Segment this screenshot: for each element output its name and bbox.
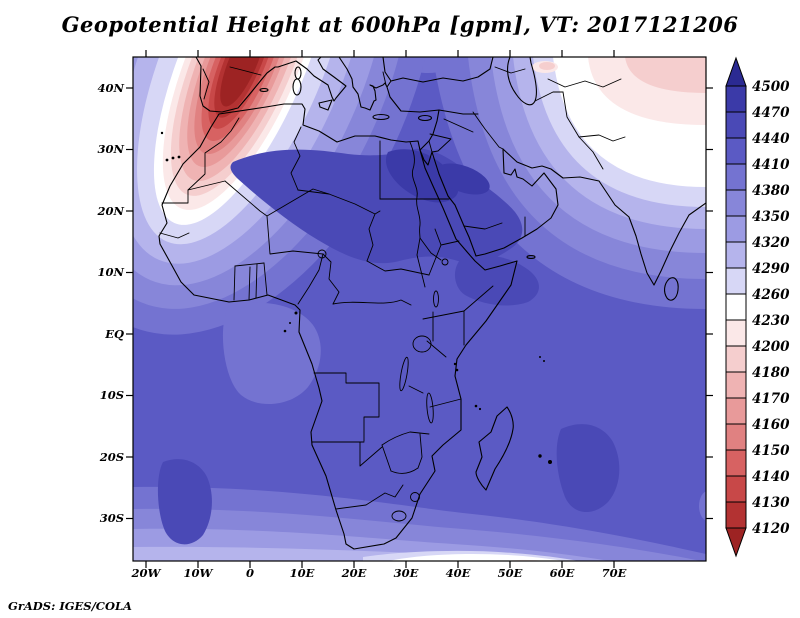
- colorbar-label: 4170: [752, 391, 790, 407]
- lat-label-30n: 30N: [97, 142, 124, 156]
- lat-label-eq: EQ: [105, 327, 124, 341]
- colorbar-label: 4160: [752, 417, 790, 433]
- lon-label-10w: 10W: [183, 566, 213, 580]
- colorbar-under-triangle: [725, 527, 747, 558]
- colorbar-over-triangle: [725, 56, 747, 87]
- colorbar-label: 4120: [752, 521, 790, 537]
- colorbar: 4500 4470 4440 4410 4380 4350 4320 4290 …: [725, 56, 790, 558]
- lat-label-10s: 10S: [99, 388, 124, 402]
- colorbar-label: 4320: [752, 235, 790, 251]
- plot-frame: [132, 56, 707, 562]
- colorbar-label: 4290: [752, 261, 790, 277]
- colorbar-label: 4130: [752, 495, 790, 511]
- lat-label-10n: 10N: [97, 265, 124, 279]
- colorbar-label: 4470: [752, 105, 790, 121]
- colorbar-label: 4440: [752, 131, 790, 147]
- caspian-sea-coastline: [507, 57, 538, 106]
- colorbar-label: 4180: [752, 365, 790, 381]
- country-borders: [159, 66, 626, 522]
- lon-label-0: 0: [245, 566, 254, 580]
- lon-label-60e: 60E: [549, 566, 575, 580]
- colorbar-label: 4140: [752, 469, 790, 485]
- islands: [160, 66, 552, 464]
- map-plot: [126, 50, 713, 568]
- axis-ticks: [126, 50, 713, 568]
- lat-label-40n: 40N: [97, 81, 124, 95]
- colorbar-label: 4200: [752, 339, 790, 355]
- lon-label-10e: 10E: [289, 566, 315, 580]
- lon-label-20w: 20W: [131, 566, 161, 580]
- lakes-rivers: [317, 141, 449, 424]
- lat-label-30s: 30S: [99, 511, 124, 525]
- lat-label-20n: 20N: [97, 204, 124, 218]
- contour-field: [133, 57, 706, 561]
- madagascar-coastline: [475, 406, 514, 491]
- chart-title: Geopotential Height at 600hPa [gpm], VT:…: [61, 12, 739, 37]
- africa-coastline: [158, 103, 518, 550]
- colorbar-label: 4380: [752, 183, 790, 199]
- colorbar-label: 4150: [752, 443, 790, 459]
- colorbar-label: 4410: [752, 157, 790, 173]
- lon-label-50e: 50E: [497, 566, 523, 580]
- colorbar-label: 4350: [752, 209, 790, 225]
- grads-attribution: GrADS: IGES/COLA: [8, 599, 132, 613]
- lon-label-70e: 70E: [601, 566, 627, 580]
- colorbar-label: 4500: [752, 79, 790, 95]
- colorbar-label: 4260: [752, 287, 790, 303]
- lon-label-30e: 30E: [393, 566, 419, 580]
- sri-lanka-coastline: [664, 277, 679, 301]
- nile-river: [409, 141, 421, 239]
- lat-label-20s: 20S: [99, 450, 124, 464]
- lon-label-40e: 40E: [445, 566, 471, 580]
- colorbar-label: 4230: [752, 313, 790, 329]
- lon-label-20e: 20E: [341, 566, 367, 580]
